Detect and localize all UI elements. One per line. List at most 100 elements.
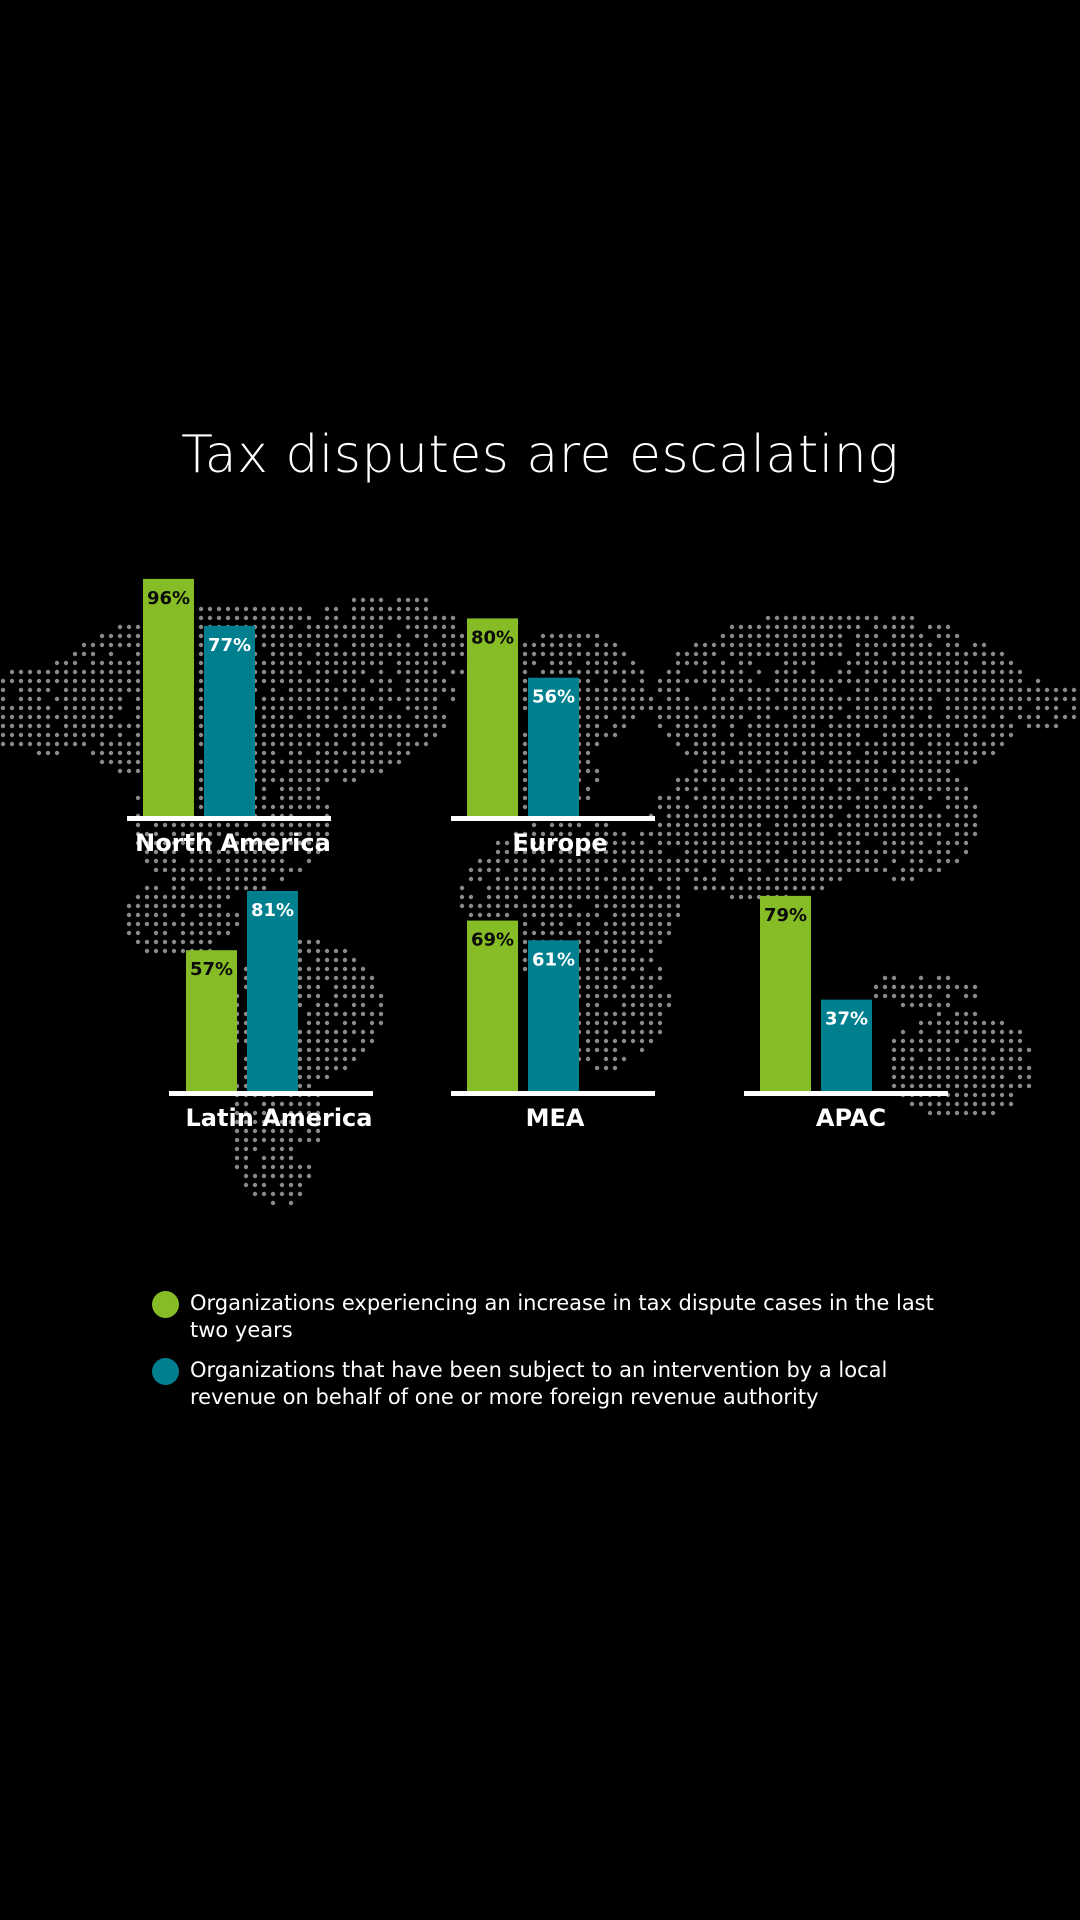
map-dot bbox=[810, 768, 816, 774]
map-dot bbox=[126, 741, 132, 747]
map-dot bbox=[738, 651, 744, 657]
map-dot bbox=[243, 849, 249, 855]
map-dot bbox=[261, 831, 267, 837]
map-dot bbox=[288, 840, 294, 846]
map-dot bbox=[756, 822, 762, 828]
map-dot bbox=[981, 651, 987, 657]
map-dot bbox=[522, 759, 528, 765]
map-dot bbox=[351, 606, 357, 612]
map-dot bbox=[99, 750, 105, 756]
map-dot bbox=[909, 714, 915, 720]
map-dot bbox=[729, 840, 735, 846]
map-dot bbox=[648, 849, 654, 855]
map-dot bbox=[234, 615, 240, 621]
map-dot bbox=[900, 786, 906, 792]
map-dot bbox=[711, 678, 717, 684]
map-dot bbox=[837, 777, 843, 783]
map-dot bbox=[369, 651, 375, 657]
map-dot bbox=[630, 849, 636, 855]
map-dot bbox=[27, 696, 33, 702]
map-dot bbox=[909, 813, 915, 819]
map-dot bbox=[675, 795, 681, 801]
map-dot bbox=[954, 786, 960, 792]
map-dot bbox=[693, 831, 699, 837]
map-dot bbox=[1062, 687, 1068, 693]
map-dot bbox=[261, 669, 267, 675]
map-dot bbox=[594, 660, 600, 666]
map-dot bbox=[927, 813, 933, 819]
map-dot bbox=[684, 804, 690, 810]
map-dot bbox=[378, 678, 384, 684]
map-dot bbox=[918, 822, 924, 828]
map-dot bbox=[63, 714, 69, 720]
data-label: 61% bbox=[532, 949, 575, 970]
map-dot bbox=[639, 831, 645, 837]
map-dot bbox=[378, 759, 384, 765]
region-group-mea: 69%61%MEA bbox=[451, 920, 655, 1132]
map-dot bbox=[198, 624, 204, 630]
map-dot bbox=[873, 669, 879, 675]
map-dot bbox=[378, 606, 384, 612]
map-dot bbox=[864, 651, 870, 657]
map-dot bbox=[738, 849, 744, 855]
map-dot bbox=[711, 669, 717, 675]
map-dot bbox=[792, 732, 798, 738]
map-dot bbox=[837, 633, 843, 639]
map-dot bbox=[288, 804, 294, 810]
map-dot bbox=[819, 714, 825, 720]
map-dot bbox=[846, 795, 852, 801]
map-dot bbox=[594, 768, 600, 774]
map-dot bbox=[603, 678, 609, 684]
map-dot bbox=[666, 705, 672, 711]
map-dot bbox=[963, 687, 969, 693]
map-dot bbox=[702, 822, 708, 828]
map-dot bbox=[360, 660, 366, 666]
map-dot bbox=[819, 840, 825, 846]
map-dot bbox=[873, 714, 879, 720]
map-dot bbox=[711, 759, 717, 765]
map-dot bbox=[333, 633, 339, 639]
map-dot bbox=[198, 777, 204, 783]
map-dot bbox=[792, 813, 798, 819]
map-dot bbox=[927, 831, 933, 837]
map-dot bbox=[261, 633, 267, 639]
map-dot bbox=[603, 669, 609, 675]
map-dot bbox=[873, 831, 879, 837]
map-dot bbox=[423, 660, 429, 666]
map-dot bbox=[18, 741, 24, 747]
map-dot bbox=[810, 624, 816, 630]
map-dot bbox=[342, 768, 348, 774]
map-dot bbox=[378, 669, 384, 675]
map-dot bbox=[603, 642, 609, 648]
map-dot bbox=[756, 750, 762, 756]
map-dot bbox=[1008, 696, 1014, 702]
map-dot bbox=[234, 822, 240, 828]
map-dot bbox=[324, 678, 330, 684]
map-dot bbox=[864, 669, 870, 675]
map-dot bbox=[891, 678, 897, 684]
map-dot bbox=[441, 615, 447, 621]
map-dot bbox=[333, 768, 339, 774]
map-dot bbox=[1008, 678, 1014, 684]
map-dot bbox=[153, 840, 159, 846]
map-dot bbox=[117, 723, 123, 729]
map-dot bbox=[729, 669, 735, 675]
map-dot bbox=[279, 822, 285, 828]
map-dot bbox=[684, 723, 690, 729]
map-dot bbox=[756, 723, 762, 729]
map-dot bbox=[927, 687, 933, 693]
map-dot bbox=[891, 741, 897, 747]
map-dot bbox=[891, 795, 897, 801]
map-dot bbox=[558, 822, 564, 828]
map-dot bbox=[828, 633, 834, 639]
map-dot bbox=[423, 597, 429, 603]
map-dot bbox=[117, 624, 123, 630]
map-dot bbox=[423, 642, 429, 648]
map-dot bbox=[720, 705, 726, 711]
map-dot bbox=[441, 678, 447, 684]
map-dot bbox=[819, 786, 825, 792]
map-dot bbox=[585, 849, 591, 855]
map-dot bbox=[693, 705, 699, 711]
map-dot bbox=[810, 795, 816, 801]
map-dot bbox=[720, 750, 726, 756]
